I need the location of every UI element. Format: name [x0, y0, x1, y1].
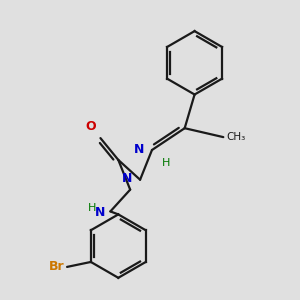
Text: N: N	[95, 206, 105, 219]
Text: N: N	[134, 142, 144, 155]
Text: H: H	[88, 203, 97, 214]
Text: CH₃: CH₃	[226, 132, 245, 142]
Text: H: H	[162, 158, 170, 168]
Text: N: N	[122, 172, 132, 185]
Text: O: O	[86, 120, 97, 133]
Text: Br: Br	[49, 260, 64, 273]
